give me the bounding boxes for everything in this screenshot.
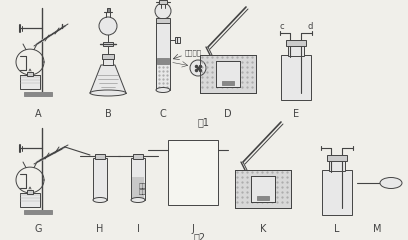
Bar — [132, 177, 144, 200]
Bar — [257, 196, 269, 200]
Bar — [106, 8, 109, 12]
Bar — [216, 61, 240, 87]
Bar — [159, 0, 167, 4]
Bar — [327, 155, 347, 161]
Circle shape — [155, 3, 171, 19]
Ellipse shape — [131, 198, 145, 203]
Ellipse shape — [93, 198, 107, 203]
Bar — [322, 170, 352, 215]
Bar — [102, 54, 114, 59]
Bar — [235, 170, 291, 208]
Bar — [157, 22, 169, 58]
Text: J: J — [192, 224, 195, 234]
Text: H: H — [96, 224, 104, 234]
Text: C: C — [160, 109, 166, 119]
Bar — [168, 140, 218, 205]
Bar — [131, 158, 145, 200]
Text: E: E — [293, 109, 299, 119]
Bar — [103, 42, 113, 46]
Bar — [200, 55, 256, 93]
Circle shape — [99, 17, 117, 35]
Text: B: B — [104, 109, 111, 119]
Bar — [222, 81, 234, 85]
Bar — [286, 40, 306, 46]
Text: 图1: 图1 — [198, 117, 210, 127]
Text: D: D — [224, 109, 232, 119]
Circle shape — [190, 60, 206, 76]
Bar — [329, 160, 345, 171]
Text: 多孔隔板: 多孔隔板 — [185, 50, 202, 56]
Bar — [27, 190, 33, 194]
Polygon shape — [90, 65, 126, 93]
Ellipse shape — [90, 90, 126, 96]
Text: M: M — [373, 224, 381, 234]
Bar — [251, 176, 275, 202]
Ellipse shape — [156, 88, 170, 92]
Bar — [156, 22, 170, 90]
Bar — [27, 72, 33, 76]
Text: c: c — [280, 22, 284, 31]
Bar — [93, 158, 107, 200]
Text: K: K — [260, 224, 266, 234]
Bar — [103, 58, 113, 65]
Bar — [175, 37, 180, 43]
Bar — [251, 176, 275, 202]
Bar — [20, 193, 40, 207]
Bar — [20, 75, 40, 89]
Bar — [235, 170, 291, 208]
Text: 图2: 图2 — [194, 232, 206, 240]
Bar — [200, 55, 256, 93]
Text: d: d — [307, 22, 313, 31]
Text: L: L — [334, 224, 340, 234]
Text: 酒醛
溶液: 酒醛 溶液 — [139, 183, 146, 195]
Bar — [133, 154, 143, 159]
Bar — [156, 18, 170, 23]
Text: G: G — [34, 224, 42, 234]
Bar — [24, 92, 52, 96]
Bar — [216, 61, 240, 87]
Bar — [95, 154, 105, 159]
Bar — [288, 45, 304, 56]
Bar — [281, 55, 311, 100]
Bar — [24, 210, 52, 214]
Bar — [157, 58, 169, 64]
Ellipse shape — [380, 178, 402, 188]
Text: A: A — [35, 109, 41, 119]
Text: I: I — [137, 224, 140, 234]
